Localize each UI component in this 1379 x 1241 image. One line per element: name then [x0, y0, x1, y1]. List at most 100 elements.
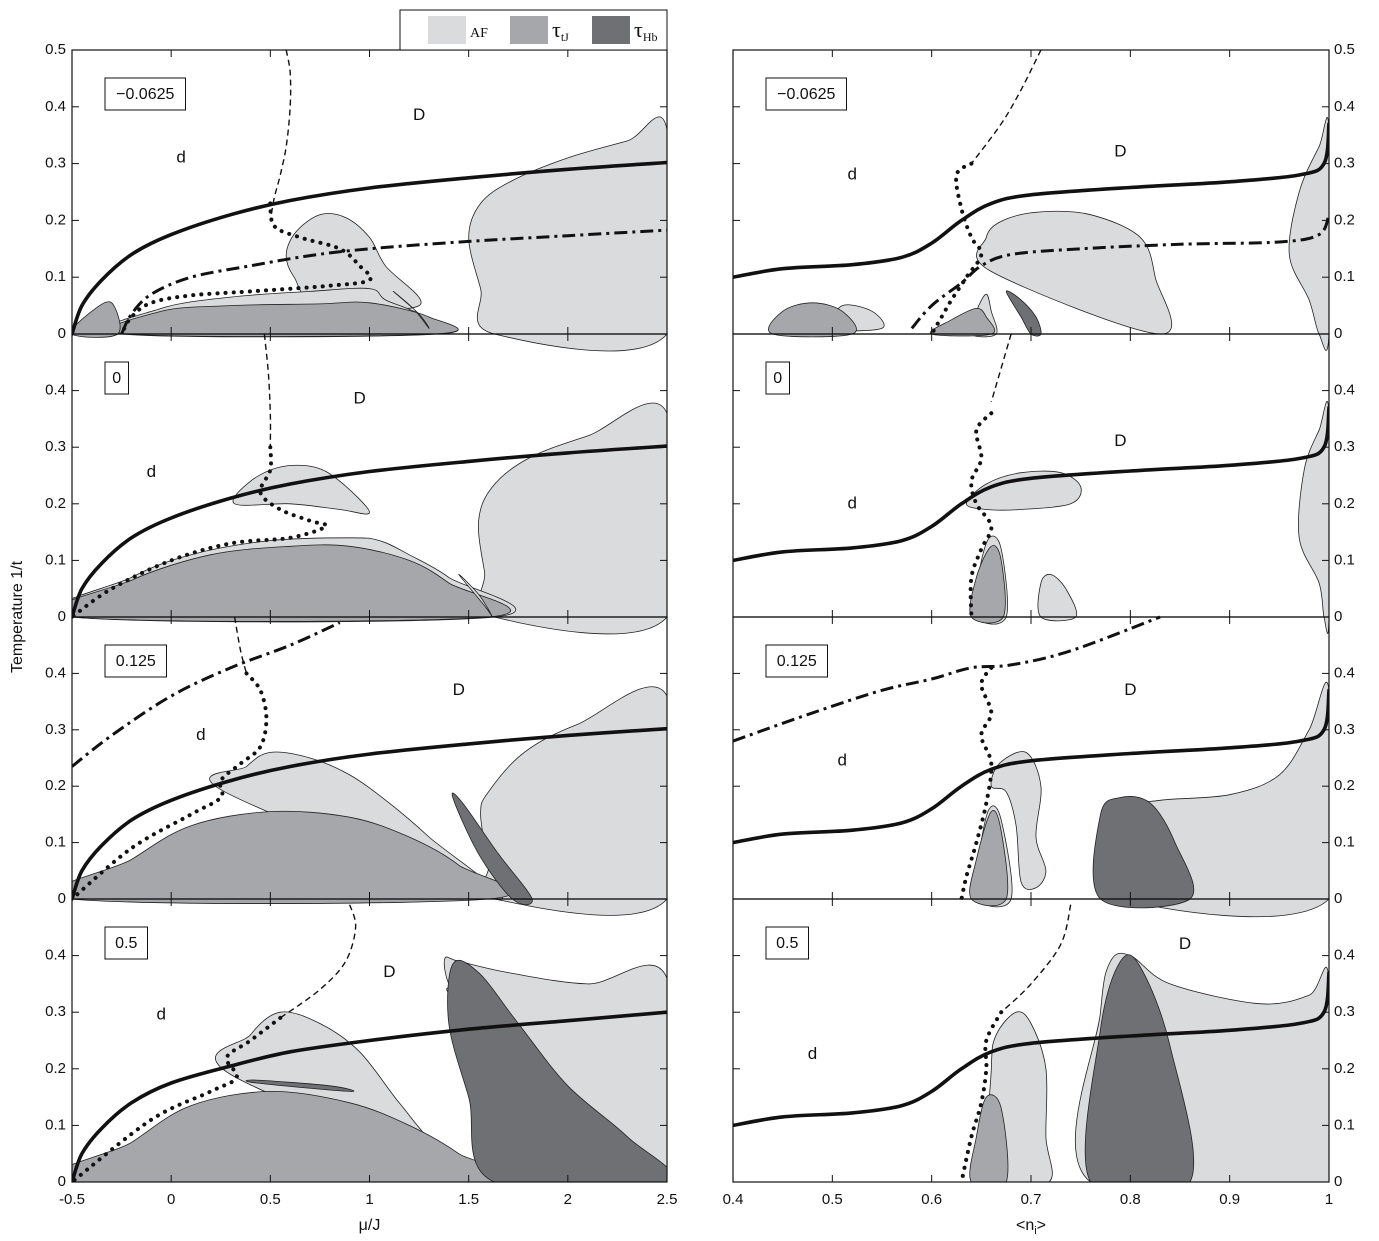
x-tick-label: 0.5 [260, 1191, 281, 1208]
region-label-D: D [1114, 142, 1126, 161]
panel-label: 0.5 [115, 935, 137, 952]
y-tick-label: 0.1 [1334, 551, 1355, 568]
panel-r0-c1 [733, 50, 1329, 351]
x-tick-label: 0.8 [1120, 1191, 1141, 1208]
dotted-transition-line [72, 671, 269, 901]
region-tauTJ-3 [72, 544, 511, 622]
x-axis-label: <ni> [1016, 1217, 1046, 1237]
y-tick-label: 0.2 [1334, 211, 1355, 228]
region-AF-1 [285, 213, 422, 311]
y-tick-label: 0.4 [45, 382, 66, 399]
region-tauHb-3 [1084, 954, 1195, 1182]
region-AF-0 [1288, 117, 1329, 351]
region-label-D: D [1179, 934, 1191, 953]
dashed-transition-line [990, 333, 1012, 403]
dotted-transition-line [959, 665, 994, 901]
solid-transition-line [733, 122, 1329, 279]
region-label-D: D [353, 389, 365, 408]
region-AF-1 [976, 210, 1173, 335]
x-tick-label: 0.7 [1021, 1191, 1042, 1208]
solid-transition-line [733, 970, 1329, 1128]
panel-r0-c0 [72, 50, 667, 352]
region-label-d: d [176, 147, 185, 166]
legend-label: AF [470, 26, 488, 41]
region-tauHb-6 [1005, 290, 1042, 337]
region-AF-0 [468, 116, 667, 352]
x-tick-label: 0.4 [723, 1191, 744, 1208]
region-label-d: d [196, 725, 205, 744]
y-tick-label: 0.1 [45, 268, 66, 285]
solid-transition-line [72, 444, 667, 619]
legend: AF τtJ τHb [399, 9, 668, 51]
y-tick-label: 0.4 [1334, 947, 1355, 964]
legend-swatch [592, 16, 630, 44]
region-tauTJ-2 [72, 1090, 514, 1182]
dashed-transition-line [269, 50, 292, 221]
panel-label: 0.5 [776, 935, 798, 952]
panel-label-box [104, 926, 148, 960]
region-AF-1 [965, 470, 1082, 511]
y-tick-label: 0.1 [1334, 834, 1355, 851]
panel-label: −0.0625 [777, 86, 835, 103]
region-label-d: d [147, 462, 156, 481]
solid-transition-line [733, 688, 1329, 845]
region-label-d: d [847, 164, 856, 183]
region-AF-1 [990, 751, 1047, 890]
y-tick-label: 0 [1334, 608, 1342, 625]
dotted-transition-line [119, 201, 373, 336]
y-tick-label: 0 [58, 608, 66, 625]
dotted-transition-line [929, 161, 984, 336]
region-label-d: d [847, 493, 856, 512]
region-label-D: D [1124, 680, 1136, 699]
region-tauTJ-3 [969, 810, 1009, 907]
region-tauTJ-2 [969, 1094, 1009, 1182]
dashed-transition-line [1000, 904, 1072, 1013]
x-tick-label: 1.5 [458, 1191, 479, 1208]
dashdot-transition-line [72, 621, 341, 768]
y-tick-label: 0.2 [1334, 495, 1355, 512]
panel-label-box [104, 361, 129, 395]
x-tick-label: 0.6 [921, 1191, 942, 1208]
panel-r3-c1 [733, 904, 1329, 1182]
y-tick-label: 0.4 [45, 947, 66, 964]
panel-label: 0.125 [777, 653, 817, 670]
y-tick-label: 0.3 [1334, 721, 1355, 738]
y-tick-label: 0.3 [45, 1003, 66, 1020]
y-tick-label: 0.2 [45, 777, 66, 794]
panel-label: 0 [773, 370, 782, 387]
panel-label-box [104, 77, 186, 111]
dashed-transition-line [233, 616, 248, 674]
y-tick-label: 0.4 [45, 98, 66, 115]
panel-r1-c0 [72, 333, 667, 635]
x-tick-label: 2.5 [657, 1191, 678, 1208]
y-tick-label: 0 [1334, 890, 1342, 907]
region-AF-0 [1298, 401, 1329, 634]
region-label-D: D [413, 105, 425, 124]
panel-label-box [765, 77, 847, 111]
y-tick-label: 0 [58, 325, 66, 342]
x-tick-label: -0.5 [59, 1191, 85, 1208]
y-tick-label: 0.3 [45, 438, 66, 455]
x-tick-label: 2 [564, 1191, 572, 1208]
y-tick-label: 0.2 [45, 211, 66, 228]
legend-swatch [428, 16, 466, 44]
y-tick-label: 0.5 [1334, 41, 1355, 58]
region-label-d: d [157, 1005, 166, 1024]
panel-label-box [765, 926, 809, 960]
region-label-D: D [1114, 431, 1126, 450]
dotted-transition-line [72, 445, 329, 619]
region-tauHb-5 [392, 290, 430, 329]
solid-transition-line [72, 160, 667, 336]
y-tick-label: 0.4 [1334, 382, 1355, 399]
panel-label: −0.0625 [116, 86, 174, 103]
region-tauTJ-4 [969, 545, 1006, 624]
y-tick-label: 0 [58, 1173, 66, 1190]
dashed-transition-line [279, 904, 357, 1019]
y-tick-label: 0.5 [45, 41, 66, 58]
dashed-transition-line [263, 333, 272, 448]
y-tick-label: 0.1 [45, 834, 66, 851]
region-tauHb-4 [245, 1079, 355, 1092]
y-tick-label: 0.2 [45, 1060, 66, 1077]
region-tauHb-3 [447, 960, 667, 1182]
legend-swatch [510, 16, 548, 44]
